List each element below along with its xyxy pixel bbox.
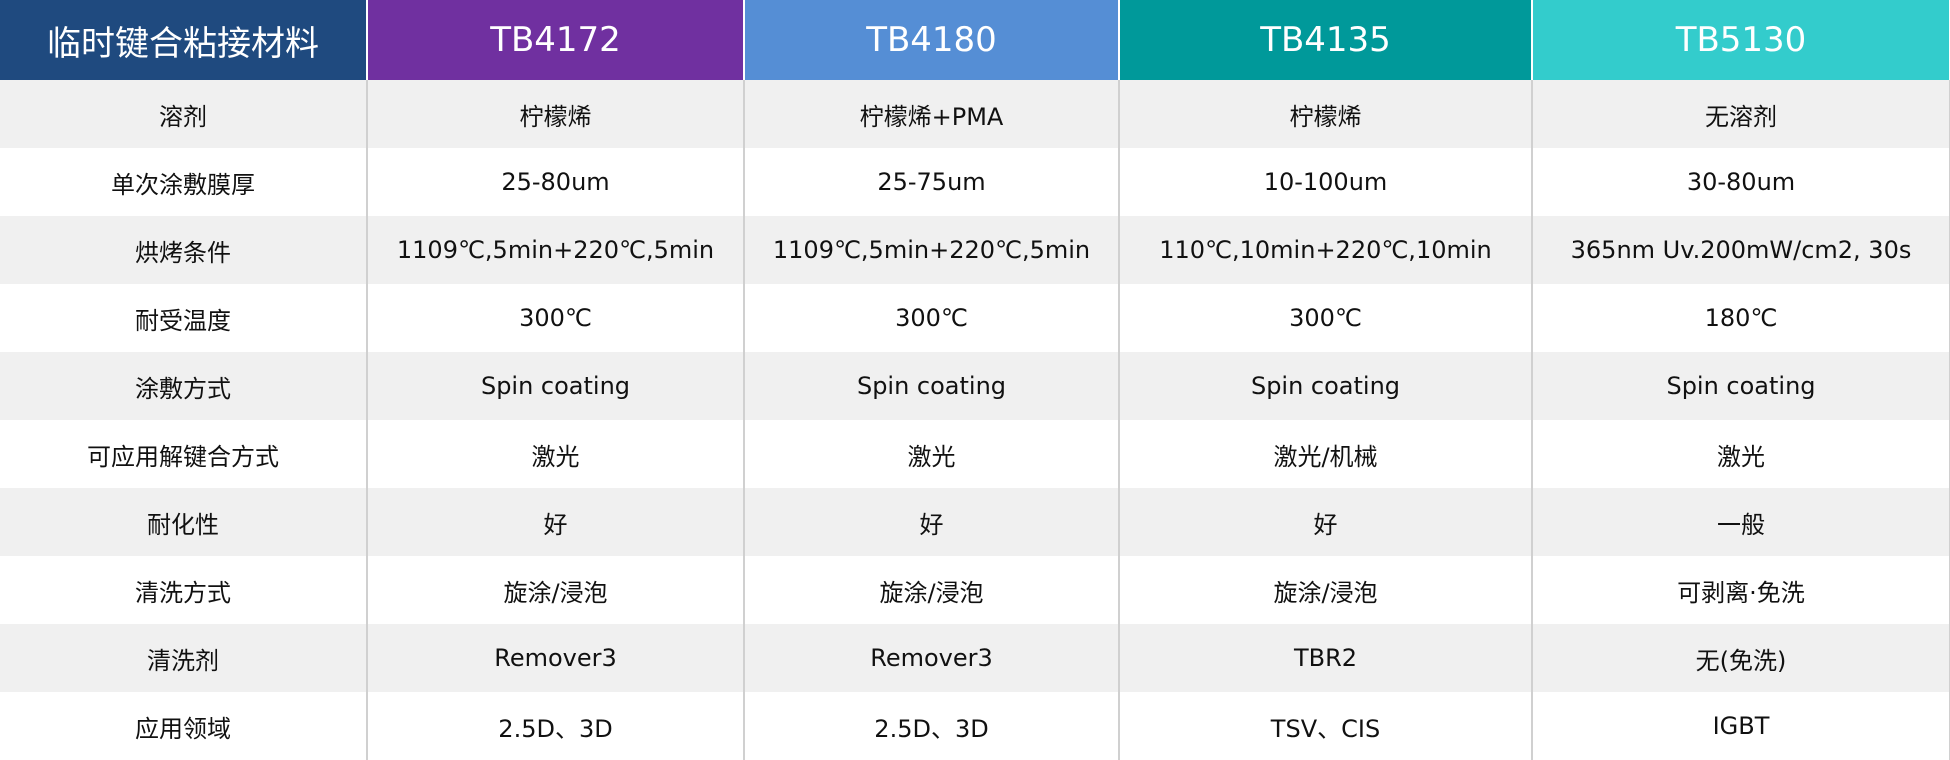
cell: IGBT: [1532, 692, 1950, 760]
table-row: 单次涂敷膜厚 25-80um 25-75um 10-100um 30-80um: [0, 148, 1950, 216]
table-row: 应用领域 2.5D、3D 2.5D、3D TSV、CIS IGBT: [0, 692, 1950, 760]
cell: 无(免洗): [1532, 624, 1950, 692]
row-label: 应用领域: [0, 692, 368, 760]
row-label: 耐化性: [0, 488, 368, 556]
row-label: 烘烤条件: [0, 216, 368, 284]
cell: 300℃: [367, 284, 745, 352]
cell: 激光: [367, 420, 745, 488]
cell: 柠檬烯+PMA: [744, 80, 1120, 148]
cell: 1109℃,5min+220℃,5min: [744, 216, 1120, 284]
cell: 激光: [744, 420, 1120, 488]
cell: 2.5D、3D: [744, 692, 1120, 760]
column-header: TB4180: [744, 0, 1120, 80]
cell: TSV、CIS: [1119, 692, 1533, 760]
cell: Remover3: [367, 624, 745, 692]
table-row: 清洗剂 Remover3 Remover3 TBR2 无(免洗): [0, 624, 1950, 692]
table-row: 涂敷方式 Spin coating Spin coating Spin coating…: [0, 352, 1950, 420]
cell: Spin coating: [1119, 352, 1533, 420]
table-row: 烘烤条件 1109℃,5min+220℃,5min 1109℃,5min+220℃,…: [0, 216, 1950, 284]
cell: Remover3: [744, 624, 1120, 692]
cell: 一般: [1532, 488, 1950, 556]
cell: 好: [744, 488, 1120, 556]
cell: 激光: [1532, 420, 1950, 488]
column-header: TB4135: [1119, 0, 1533, 80]
cell: Spin coating: [744, 352, 1120, 420]
cell: Spin coating: [367, 352, 745, 420]
header-row: 临时键合粘接材料 TB4172 TB4180 TB4135 TB5130: [0, 0, 1950, 80]
cell: 旋涂/浸泡: [367, 556, 745, 624]
row-label: 清洗剂: [0, 624, 368, 692]
cell: 旋涂/浸泡: [1119, 556, 1533, 624]
row-label: 涂敷方式: [0, 352, 368, 420]
table-row: 可应用解键合方式 激光 激光 激光/机械 激光: [0, 420, 1950, 488]
cell: TBR2: [1119, 624, 1533, 692]
table-row: 耐化性好好好一般: [0, 488, 1950, 556]
cell: 365nm Uv.200mW/cm2, 30s: [1532, 216, 1950, 284]
column-header: TB5130: [1532, 0, 1950, 80]
cell: 柠檬烯: [367, 80, 745, 148]
row-label: 可应用解键合方式: [0, 420, 368, 488]
table-row: 耐受温度 300℃ 300℃ 300℃ 180℃: [0, 284, 1950, 352]
cell: 好: [1119, 488, 1533, 556]
cell: 柠檬烯: [1119, 80, 1533, 148]
cell: 可剥离·免洗: [1532, 556, 1950, 624]
cell: 好: [367, 488, 745, 556]
cell: 10-100um: [1119, 148, 1533, 216]
cell: 2.5D、3D: [367, 692, 745, 760]
cell: 110℃,10min+220℃,10min: [1119, 216, 1533, 284]
cell: 激光/机械: [1119, 420, 1533, 488]
table-row: 溶剂 柠檬烯 柠檬烯+PMA 柠檬烯 无溶剂: [0, 80, 1950, 148]
column-header: TB4172: [367, 0, 745, 80]
cell: 300℃: [1119, 284, 1533, 352]
row-label: 溶剂: [0, 80, 368, 148]
cell: 180℃: [1532, 284, 1950, 352]
corner-header: 临时键合粘接材料: [0, 0, 368, 80]
cell: 旋涂/浸泡: [744, 556, 1120, 624]
row-label: 清洗方式: [0, 556, 368, 624]
row-label: 耐受温度: [0, 284, 368, 352]
row-label: 单次涂敷膜厚: [0, 148, 368, 216]
cell: 25-75um: [744, 148, 1120, 216]
cell: Spin coating: [1532, 352, 1950, 420]
cell: 300℃: [744, 284, 1120, 352]
cell: 25-80um: [367, 148, 745, 216]
cell: 30-80um: [1532, 148, 1950, 216]
table-body: 溶剂 柠檬烯 柠檬烯+PMA 柠檬烯 无溶剂 单次涂敷膜厚 25-80um 25-75um 10…: [0, 80, 1950, 760]
cell: 无溶剂: [1532, 80, 1950, 148]
cell: 1109℃,5min+220℃,5min: [367, 216, 745, 284]
table-row: 清洗方式 旋涂/浸泡 旋涂/浸泡 旋涂/浸泡 可剥离·免洗: [0, 556, 1950, 624]
